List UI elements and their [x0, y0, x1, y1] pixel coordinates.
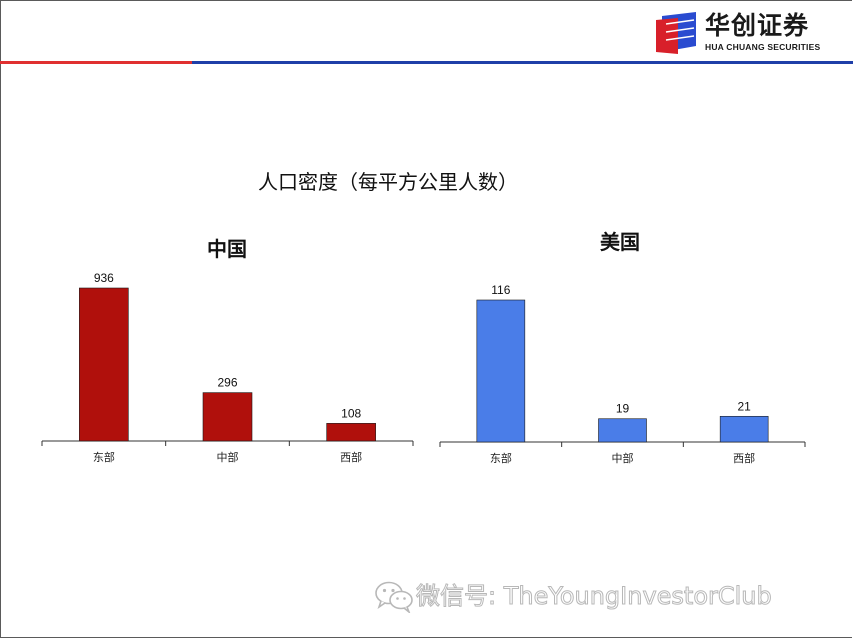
- page-title: 人口密度（每平方公里人数）: [258, 170, 518, 194]
- china-bar-0: [79, 287, 129, 442]
- china-value-label-0: 936: [94, 271, 114, 285]
- us-value-label-2: 21: [737, 399, 751, 413]
- china-bar-2: [326, 423, 376, 442]
- us-bar-1: [598, 418, 647, 443]
- header-rule-red: [0, 61, 192, 64]
- wechat-icon: [375, 581, 413, 613]
- us-bar-0: [476, 299, 526, 443]
- logo-text-cn: 华创证券: [705, 11, 810, 40]
- header-rule-blue: [192, 61, 853, 64]
- china-category-label-2: 西部: [340, 450, 362, 464]
- china-chart-title: 中国: [207, 237, 247, 261]
- us-chart-title: 美国: [600, 230, 640, 254]
- us-category-label-1: 中部: [612, 451, 634, 465]
- us-value-label-1: 19: [616, 402, 630, 416]
- company-logo-icon: [656, 12, 696, 54]
- us-value-label-0: 116: [491, 283, 510, 297]
- us-category-label-2: 西部: [733, 451, 755, 465]
- us-category-label-0: 东部: [490, 451, 512, 465]
- logo-text-en: HUA CHUANG SECURITIES: [705, 42, 821, 52]
- us-bar-2: [719, 415, 769, 443]
- wechat-watermark: 微信号: TheYoungInvestorClub: [372, 578, 772, 614]
- china-value-label-1: 296: [217, 376, 237, 390]
- china-category-label-0: 东部: [93, 450, 115, 464]
- watermark-text: 微信号: TheYoungInvestorClub: [416, 582, 773, 611]
- china-value-label-2: 108: [341, 406, 361, 420]
- china-category-label-1: 中部: [217, 450, 239, 464]
- china-bar-1: [202, 392, 253, 442]
